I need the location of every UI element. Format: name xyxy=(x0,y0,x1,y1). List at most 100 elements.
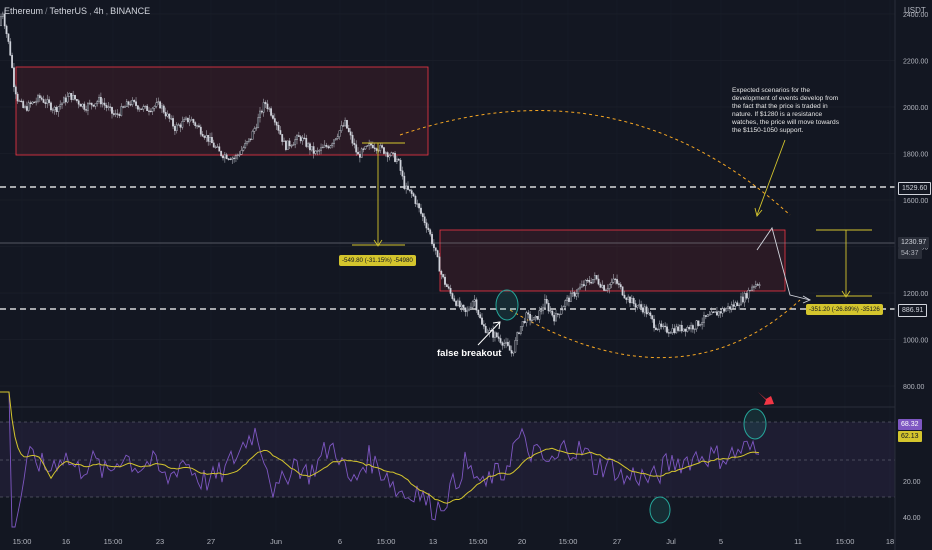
rsi-high-circle[interactable] xyxy=(743,408,767,440)
candle-body xyxy=(544,298,546,309)
candle-body xyxy=(627,296,630,300)
candle-body xyxy=(444,276,446,285)
time-tick-label: 27 xyxy=(207,537,215,546)
candle-body xyxy=(118,114,121,116)
exchange-label: BINANCE xyxy=(110,6,151,16)
candle-body xyxy=(177,124,180,126)
candle-body xyxy=(27,102,30,111)
candle-body xyxy=(673,328,676,334)
false-breakout-arrow[interactable] xyxy=(477,321,501,346)
candle-body xyxy=(747,289,750,299)
candle-body xyxy=(333,139,335,145)
candle-body xyxy=(5,25,8,35)
candle-body xyxy=(366,145,369,147)
candle-body xyxy=(629,296,631,304)
candle-body xyxy=(619,284,622,288)
candle-body xyxy=(403,175,406,189)
time-tick-label: 6 xyxy=(338,537,342,546)
candle-body xyxy=(562,306,565,311)
candle-body xyxy=(51,109,54,111)
scenario-note[interactable]: Expected scenarios for the development o… xyxy=(732,87,840,135)
grid-lines xyxy=(0,13,895,387)
false-breakout-label[interactable]: false breakout xyxy=(437,348,502,359)
candle-body xyxy=(268,108,271,110)
time-tick-label: 15:00 xyxy=(377,537,396,546)
candle-body xyxy=(277,125,280,131)
candle-body xyxy=(466,309,469,313)
candle-body xyxy=(190,119,193,121)
candle-body xyxy=(262,102,265,113)
candle-body xyxy=(568,297,570,302)
candle-body xyxy=(745,293,748,299)
candle-body xyxy=(85,109,88,111)
rsi-axis[interactable]: 20.00 40.00 xyxy=(903,479,921,522)
candle-body xyxy=(442,274,445,278)
rsi-low-circle[interactable] xyxy=(649,496,671,524)
candle-body xyxy=(247,138,250,142)
candle-body xyxy=(205,135,208,138)
candle-body xyxy=(649,312,652,316)
candle-body xyxy=(325,144,328,147)
candle-body xyxy=(57,106,60,113)
candle-body xyxy=(14,86,17,95)
candle-body xyxy=(410,190,413,194)
lower-projection-arc[interactable] xyxy=(509,299,801,359)
time-tick-label: 16 xyxy=(62,537,70,546)
measure-2-label[interactable]: -351.20 (-26.89%) -35126 xyxy=(806,304,883,315)
candle-body xyxy=(181,121,184,128)
candle-body xyxy=(125,101,128,108)
time-tick-label: 18 xyxy=(886,537,894,546)
time-tick-label: 15:00 xyxy=(104,537,123,546)
note-arrow[interactable] xyxy=(756,139,786,216)
candle-body xyxy=(699,324,702,326)
candle-body xyxy=(740,296,742,306)
candle-body xyxy=(188,119,191,123)
upper-projection-arc[interactable] xyxy=(399,110,791,216)
symbol-header[interactable]: Ethereum / TetherUS, 4h, BINANCE xyxy=(4,6,151,16)
candle-body xyxy=(447,286,450,289)
candle-body xyxy=(729,306,731,310)
candle-body xyxy=(260,110,263,113)
candle-body xyxy=(50,102,52,111)
upper-range-box[interactable] xyxy=(15,66,429,156)
candle-body xyxy=(131,99,134,105)
time-tick-label: 20 xyxy=(518,537,526,546)
time-axis[interactable]: 15:00 16 15:00 23 27 Jun 6 15:00 13 15:00 20 15:00 2… xyxy=(13,537,895,546)
rsi-warning-marker[interactable] xyxy=(758,392,774,405)
candle-body xyxy=(508,345,511,351)
candle-body xyxy=(212,142,215,148)
candle-body xyxy=(186,117,189,123)
candle-body xyxy=(242,147,245,151)
candle-body xyxy=(592,279,594,284)
candle-body xyxy=(597,278,600,285)
candle-body xyxy=(692,325,694,330)
candle-body xyxy=(438,256,441,272)
candle-body xyxy=(272,115,274,119)
price-axis[interactable]: 800.001000.001200.001400.001600.001800.0… xyxy=(903,12,928,391)
false-breakout-circle[interactable] xyxy=(495,289,519,321)
scenario-path[interactable] xyxy=(756,226,811,301)
candle-body xyxy=(605,289,607,292)
rsi-tick-label: 20.00 xyxy=(903,479,921,486)
candle-body xyxy=(647,312,650,315)
candle-body xyxy=(99,97,102,105)
candle-body xyxy=(0,16,2,26)
candle-body xyxy=(135,101,137,106)
candle-body xyxy=(259,110,261,118)
false-breakout-arrowhead xyxy=(492,321,501,330)
candle-body xyxy=(736,302,739,307)
candle-body xyxy=(664,325,667,328)
candle-body xyxy=(473,299,476,302)
scenario-arrowhead xyxy=(802,295,812,304)
candle-body xyxy=(684,328,687,332)
candle-body xyxy=(421,213,424,217)
candle-body xyxy=(384,152,387,154)
candle-body xyxy=(416,203,419,205)
candle-body xyxy=(399,159,402,171)
candle-body xyxy=(743,293,746,303)
candle-body xyxy=(712,311,715,313)
measure-1-label[interactable]: -549.80 (-31.15%) -54980 xyxy=(339,255,416,266)
candle-body xyxy=(13,67,15,88)
candle-body xyxy=(451,293,454,299)
